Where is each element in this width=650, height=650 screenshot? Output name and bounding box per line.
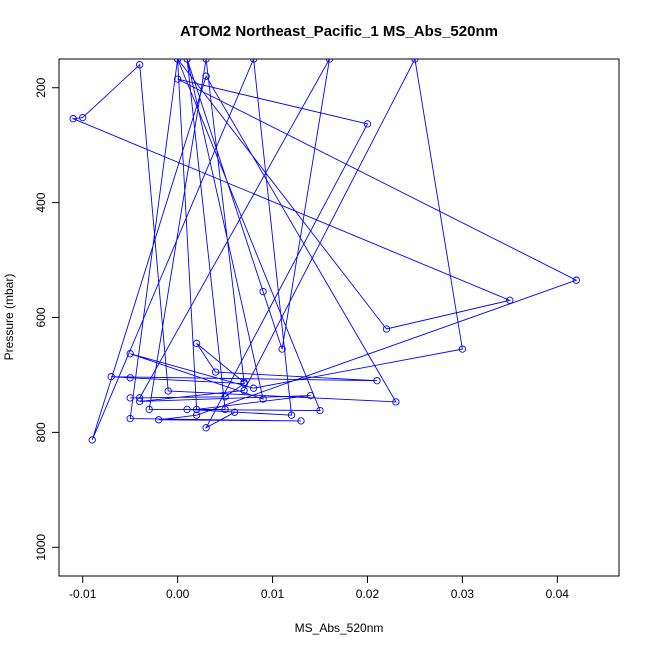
data-point	[382, 325, 391, 333]
data-point	[249, 59, 258, 63]
data-point	[572, 276, 580, 284]
y-axis: 200 400 600 800 1000	[34, 77, 59, 561]
data-point	[211, 368, 220, 376]
y-tick-label: 1000	[34, 534, 48, 561]
series-layer	[69, 59, 580, 444]
data-point	[183, 59, 191, 63]
data-point	[259, 287, 267, 296]
data-point	[202, 72, 210, 80]
data-point	[192, 405, 201, 414]
data-point	[173, 59, 182, 63]
data-point	[183, 405, 191, 414]
x-tick-label: 0.04	[546, 587, 570, 601]
data-point	[411, 59, 419, 63]
y-tick-label: 800	[34, 422, 48, 442]
data-point	[145, 405, 153, 414]
data-point	[107, 373, 115, 381]
data-point	[126, 414, 134, 423]
data-point	[136, 397, 144, 406]
series-line	[71, 59, 578, 441]
y-axis-label: Pressure (mbar)	[2, 274, 16, 361]
data-point	[259, 395, 267, 403]
x-axis-label: MS_Abs_520nm	[295, 621, 384, 635]
y-tick-label: 200	[34, 77, 48, 97]
y-tick-label: 600	[34, 307, 48, 327]
data-point	[69, 115, 77, 123]
data-point	[506, 296, 514, 304]
data-point	[297, 417, 305, 425]
data-point	[230, 408, 239, 416]
data-point	[221, 393, 229, 401]
x-tick-label: 0.00	[166, 587, 190, 601]
data-point	[202, 59, 210, 63]
data-point	[202, 424, 210, 432]
data-point	[392, 398, 400, 406]
plot-frame	[58, 58, 620, 577]
data-point	[192, 339, 201, 348]
x-axis: -0.01 0.00 0.01 0.02 0.03 0.04	[69, 576, 569, 601]
x-tick-label: 0.02	[356, 587, 380, 601]
data-point	[240, 378, 248, 387]
data-point	[126, 394, 134, 402]
data-point	[192, 411, 201, 419]
data-point	[325, 59, 334, 63]
y-tick-label: 400	[34, 192, 48, 212]
data-point	[155, 416, 163, 424]
data-point	[221, 405, 229, 414]
data-point	[79, 113, 87, 122]
data-point	[126, 350, 134, 358]
data-point	[164, 387, 172, 395]
data-point	[458, 345, 467, 353]
data-point	[136, 61, 144, 69]
data-point	[278, 345, 286, 353]
data-point	[316, 406, 324, 415]
x-tick-label: -0.01	[69, 587, 97, 601]
data-point	[136, 394, 144, 402]
x-tick-label: 0.01	[261, 587, 285, 601]
data-point	[363, 120, 372, 128]
data-point	[373, 377, 381, 385]
data-point	[88, 436, 96, 444]
data-point	[287, 411, 296, 419]
data-point	[126, 374, 134, 382]
data-point	[249, 384, 258, 392]
data-point	[240, 386, 248, 395]
data-point	[306, 391, 315, 400]
data-point	[173, 75, 182, 83]
chart-title: ATOM2 Northeast_Pacific_1 MS_Abs_520nm	[180, 23, 498, 40]
x-tick-label: 0.03	[451, 587, 475, 601]
